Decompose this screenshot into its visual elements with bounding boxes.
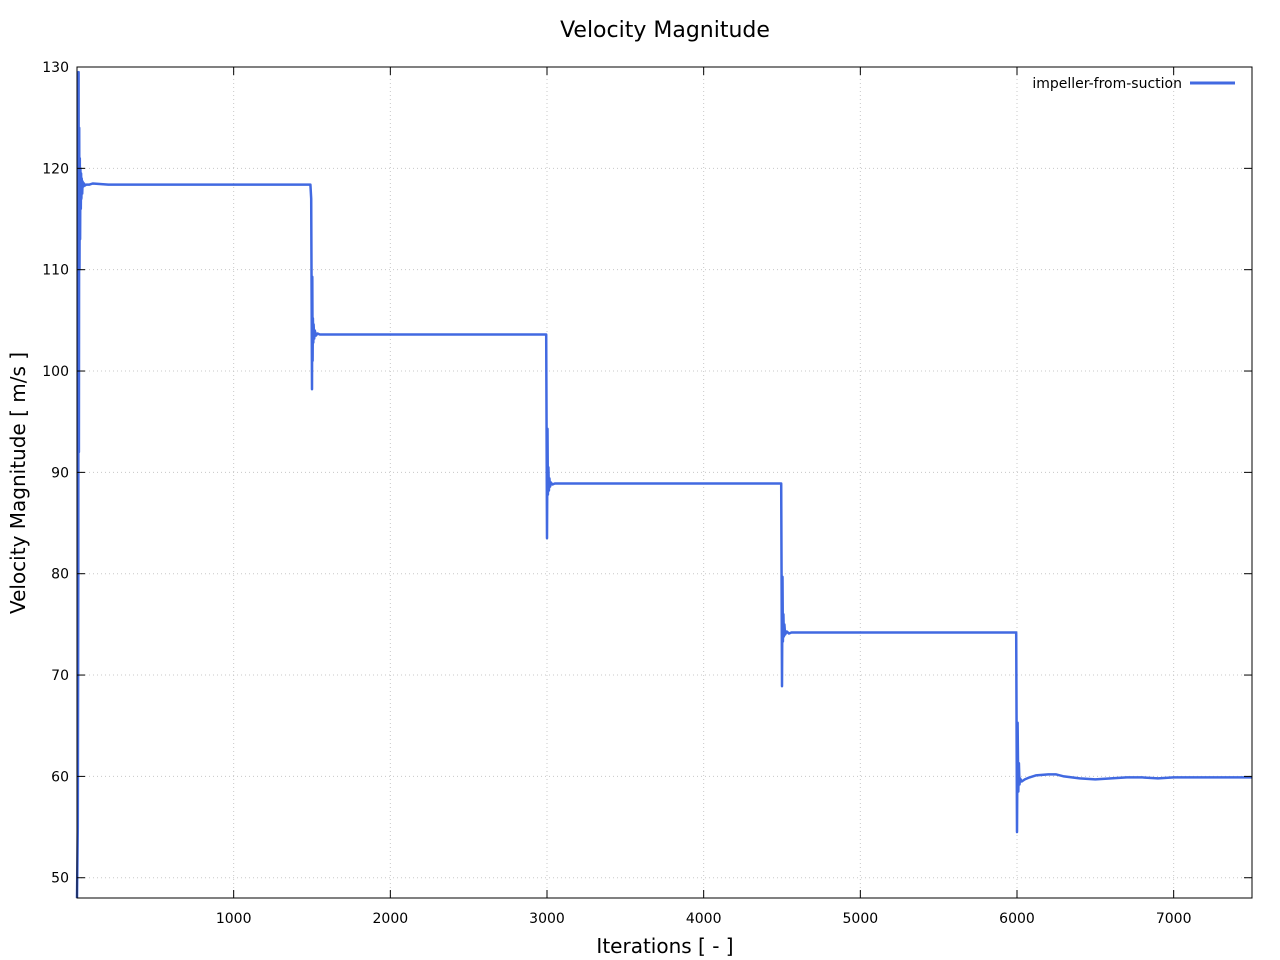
chart-title: Velocity Magnitude: [560, 18, 770, 43]
y-tick-label: 80: [51, 567, 69, 583]
x-axis-label: Iterations [ - ]: [596, 934, 733, 958]
series-layer: [75, 70, 1252, 899]
y-tick-label: 70: [51, 668, 69, 684]
axis-ticks: 1000 2000 3000 4000 5000 6000 7000 50 60 70 80 90 10…: [42, 60, 1252, 927]
legend-label-impeller-from-suction: impeller-from-suction: [1032, 76, 1182, 92]
plot-frame: [76, 66, 1253, 899]
y-tick-label: 110: [42, 263, 69, 279]
x-tick-label: 1000: [216, 911, 252, 927]
x-tick-label: 4000: [686, 911, 722, 927]
y-tick-label: 50: [51, 871, 69, 887]
y-tick-label: 100: [42, 364, 69, 380]
legend: impeller-from-suction: [1032, 76, 1235, 92]
x-tick-label: 3000: [529, 911, 565, 927]
x-tick-label: 6000: [999, 911, 1035, 927]
y-tick-label: 60: [51, 769, 69, 785]
y-tick-label: 130: [42, 60, 69, 76]
series-line-impeller-from-suction: [75, 70, 1252, 899]
x-tick-label: 7000: [1156, 911, 1192, 927]
x-tick-label: 2000: [373, 911, 409, 927]
y-tick-label: 90: [51, 465, 69, 481]
x-tick-label: 5000: [843, 911, 879, 927]
y-axis-label: Velocity Magnitude [ m/s ]: [6, 352, 30, 614]
y-tick-label: 120: [42, 161, 69, 177]
